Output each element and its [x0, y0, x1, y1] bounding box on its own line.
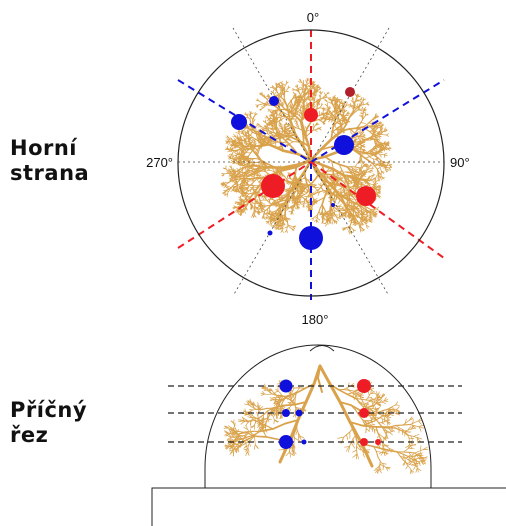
- red-dot: [304, 108, 318, 122]
- top-view-circle: [177, 29, 445, 297]
- blue-dot: [267, 230, 273, 236]
- red-dot: [360, 438, 368, 446]
- blue-dot: [299, 226, 323, 250]
- cross-section-label-line1: Příčný: [10, 398, 88, 422]
- blue-dot: [301, 439, 307, 445]
- red-dot: [356, 186, 376, 206]
- top-view-label-line2: strana: [10, 161, 90, 185]
- dendrite-top-view: [220, 77, 393, 235]
- angle-label-bottom: 180°: [302, 312, 329, 327]
- blue-dot: [331, 203, 335, 207]
- dendrite-cross-section: [223, 364, 429, 475]
- red-axis-diag-right: [310, 161, 445, 259]
- red-dot: [261, 174, 285, 198]
- cross-section-levels: [168, 385, 462, 443]
- cross-section-label-line2: řez: [10, 423, 49, 447]
- blue-dot: [269, 96, 279, 106]
- blue-dot: [231, 114, 247, 130]
- red-dot: [357, 379, 371, 393]
- blue-dot: [279, 435, 293, 449]
- red-axis-diag-left: [177, 161, 312, 249]
- cross-section: [151, 344, 506, 526]
- top-view-label: Horní strana: [10, 136, 89, 186]
- substrate: [151, 487, 506, 526]
- angle-label-left: 270°: [146, 155, 173, 170]
- dashed-axes: [177, 30, 445, 300]
- dark-red-dot: [345, 87, 355, 97]
- angle-label-top: 0°: [307, 10, 319, 25]
- dome-bump: [309, 345, 335, 352]
- angle-label-right: 90°: [450, 155, 470, 170]
- top-view-label-line1: Horní: [10, 136, 78, 160]
- cross-section-label: Příčný řez: [10, 398, 87, 448]
- blue-axis-diag-right: [310, 79, 445, 163]
- blue-dot: [334, 135, 354, 155]
- blue-dot: [279, 379, 293, 393]
- red-dot: [359, 408, 369, 418]
- cross-section-dots: [279, 379, 381, 449]
- blue-dot: [295, 409, 303, 417]
- dome-outline: [204, 344, 432, 488]
- top-view: 0° 90° 180° 270°: [146, 10, 470, 327]
- top-view-dots: [231, 87, 376, 250]
- red-dot: [375, 439, 381, 445]
- blue-dot: [282, 409, 290, 417]
